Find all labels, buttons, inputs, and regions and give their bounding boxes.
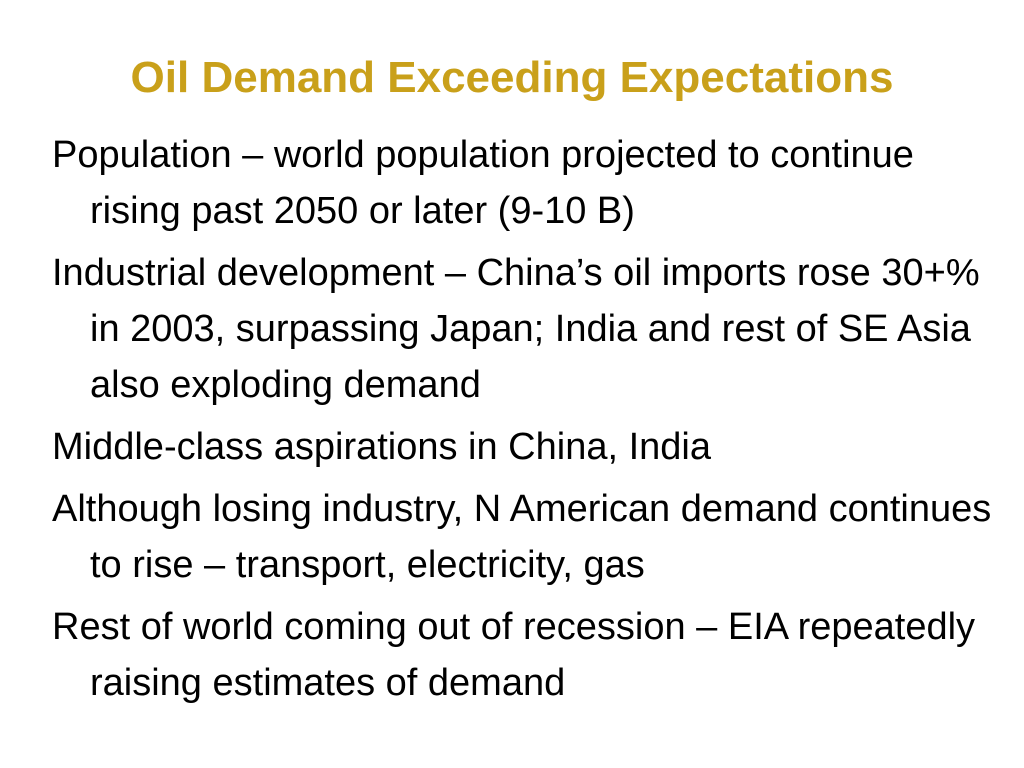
bullet-list: Population – world population projected … xyxy=(52,127,992,717)
bullet-rest-of-world: Rest of world coming out of recession – … xyxy=(52,606,976,704)
bullet-industrial-development: Industrial development – China’s oil imp… xyxy=(52,252,980,406)
bullet-north-american-demand: Although losing industry, N American dem… xyxy=(52,488,992,586)
slide-title: Oil Demand Exceeding Expectations xyxy=(130,53,894,102)
bullet-middle-class: Middle-class aspirations in China, India xyxy=(52,426,711,468)
bullet-population: Population – world population projected … xyxy=(52,134,914,232)
